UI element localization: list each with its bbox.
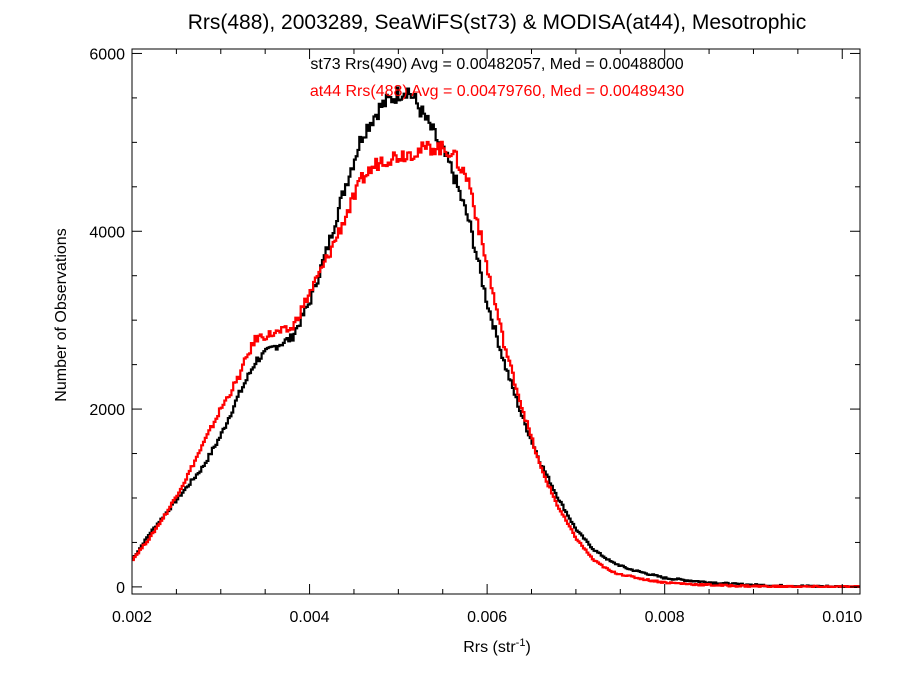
x-tick-label: 0.010 — [822, 609, 862, 626]
y-tick-label: 4000 — [89, 224, 125, 241]
x-tick-label: 0.006 — [467, 609, 507, 626]
x-axis-label-main: Rrs (str — [463, 639, 516, 656]
x-axis-label-end: ) — [525, 639, 530, 656]
y-axis-label: Number of Observations — [53, 228, 70, 401]
ticks-layer: 0.002 0.004 0.006 0.008 0.010 0 2000 4000 6000 — [89, 46, 862, 626]
x-axis-label: Rrs (str-1) — [463, 637, 531, 656]
series-layer — [132, 86, 860, 588]
y-tick-label: 0 — [116, 580, 125, 597]
annotation-at44: at44 Rrs(488) Avg = 0.00479760, Med = 0.… — [310, 83, 684, 100]
series-st73-line — [132, 86, 860, 588]
x-tick-label: 0.002 — [112, 609, 152, 626]
annotation-st73: st73 Rrs(490) Avg = 0.00482057, Med = 0.… — [310, 56, 683, 73]
series-at44-line — [132, 140, 860, 588]
plot-frame — [131, 48, 861, 595]
y-tick-label: 6000 — [89, 46, 125, 63]
chart-title: Rrs(488), 2003289, SeaWiFS(st73) & MODIS… — [188, 11, 807, 34]
x-axis-label-sup: -1 — [516, 637, 526, 649]
x-tick-label: 0.004 — [290, 609, 330, 626]
x-tick-label: 0.008 — [645, 609, 685, 626]
y-tick-label: 2000 — [89, 402, 125, 419]
